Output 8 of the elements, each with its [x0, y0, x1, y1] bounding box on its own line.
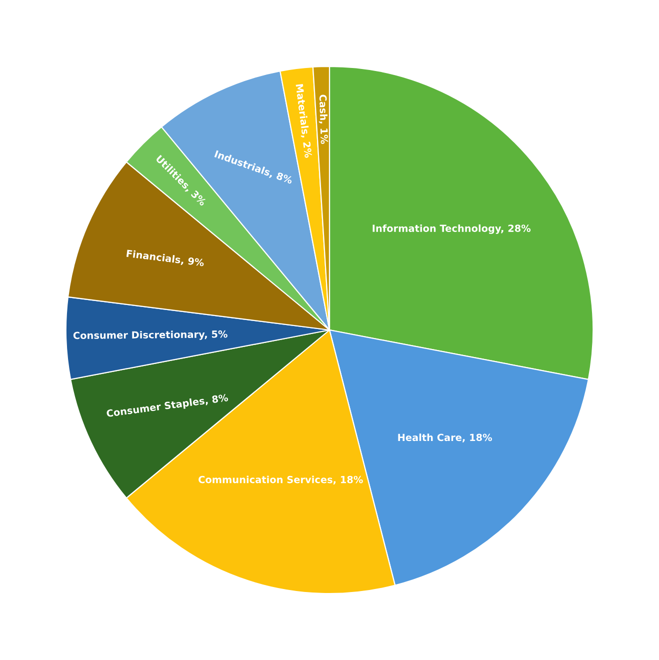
slice-label: Financials, 9% [126, 249, 204, 268]
slice-label: Communication Services, 18% [198, 476, 363, 484]
slice-label: Materials, 2% [294, 84, 312, 158]
slice-label: Cash, 1% [318, 94, 328, 144]
slice-label: Consumer Discretionary, 5% [73, 330, 228, 342]
slice-label: Health Care, 18% [398, 434, 492, 442]
slice-label: Consumer Staples, 8% [106, 394, 228, 419]
slice-label: Information Technology, 28% [372, 224, 531, 234]
